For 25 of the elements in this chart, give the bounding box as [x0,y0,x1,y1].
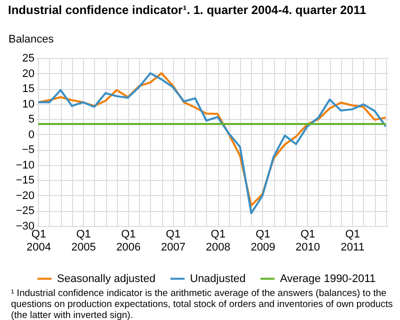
y-tick-label: −5 [22,144,34,156]
y-tick-label: 10 [22,98,34,110]
y-tick-label: −20 [16,190,34,202]
y-tick-label: 25 [22,52,34,64]
legend-label: Average 1990-2011 [280,272,376,285]
x-tick-label: Q1 2005 [71,228,96,254]
y-tick-label: −15 [16,174,34,187]
y-tick-label: −25 [16,205,34,218]
y-tick-label: 15 [22,83,34,96]
x-tick-label: Q1 2011 [340,228,364,254]
x-tick-label: Q1 2007 [161,228,186,254]
x-tick-label: Q1 2006 [116,228,141,254]
x-tick-label: Q1 2009 [250,228,276,254]
x-tick-label: Q1 2004 [26,228,51,254]
y-tick-label: 20 [22,68,34,80]
y-tick-label: 5 [28,114,34,126]
y-tick-label: 0 [28,128,34,141]
x-tick-label: Q1 2008 [206,228,230,254]
legend-label: Seasonally adjusted [57,272,156,285]
y-tick-label: −10 [16,159,34,172]
y-axis-title: Balances [8,34,54,46]
legend-label: Unadjusted [190,272,246,285]
text: ¹ Industrial confidence indicator is the arithmetic average of the answers (balances) to the questions on production expectations, total stock of orders and inventories of own products (the latter with inverted sign). [11,288,394,320]
chart-title: Industrial confidence indicator¹. 1. quarter 2004-4. quarter 2011 [8,3,366,17]
x-tick-label: Q1 2010 [296,228,320,254]
